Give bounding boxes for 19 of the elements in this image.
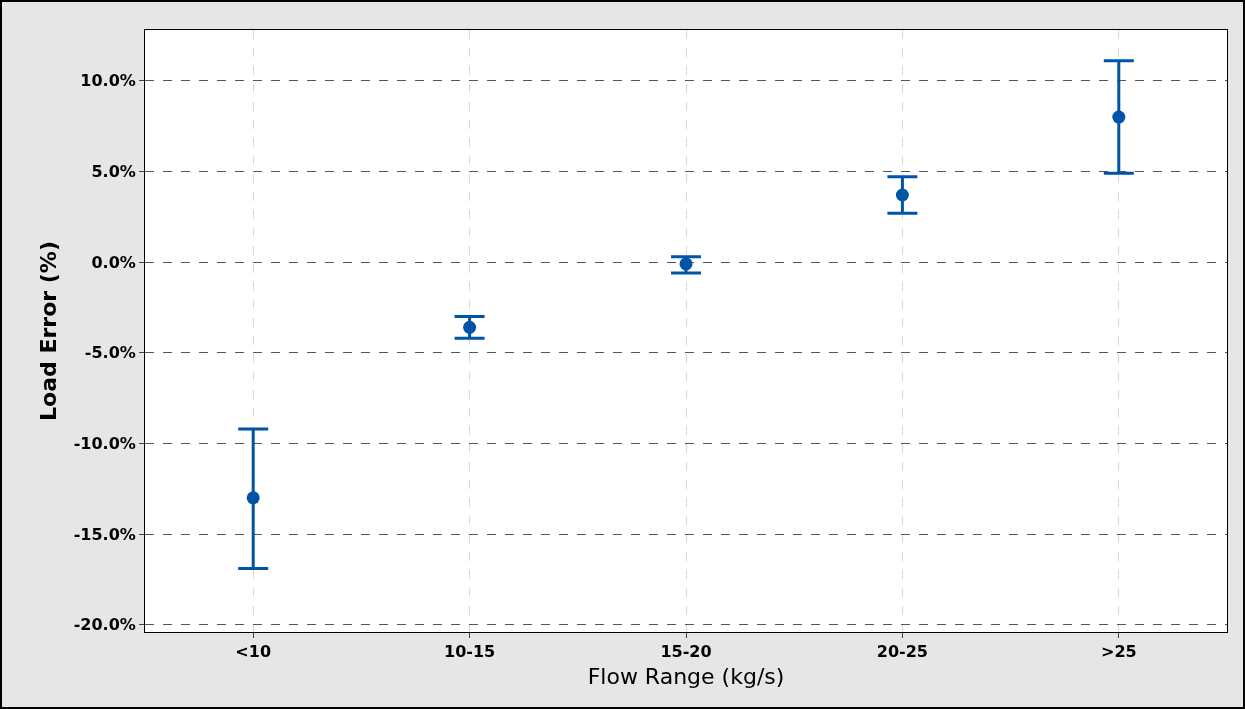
y-tick-label: -15.0%: [73, 524, 136, 544]
x-tick-label: <10: [235, 642, 272, 662]
y-tick-label: -20.0%: [73, 615, 136, 635]
point: [679, 257, 693, 271]
point: [1112, 110, 1126, 124]
x-tick-label: 10-15: [444, 642, 496, 662]
y-tick-label: 5.0%: [91, 162, 136, 182]
x-tick-label: >25: [1100, 642, 1137, 662]
x-tick-label: 20-25: [876, 642, 928, 662]
y-tick-label: 10.0%: [80, 71, 136, 91]
x-tick-label: 15-20: [660, 642, 712, 662]
y-axis-title: Load Error (%): [36, 241, 62, 421]
point: [246, 491, 260, 505]
x-axis-title: Flow Range (kg/s): [587, 664, 785, 690]
point: [895, 188, 909, 202]
y-tick-label: -10.0%: [73, 434, 136, 454]
y-tick-label: -5.0%: [84, 343, 136, 363]
point: [463, 320, 477, 334]
y-tick-label: 0.0%: [91, 252, 136, 272]
